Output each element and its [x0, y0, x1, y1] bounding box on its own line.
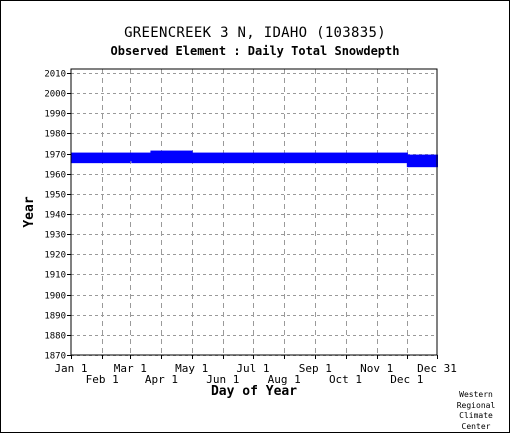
x-tick-label: Oct 1 [329, 373, 362, 386]
credit-block: Western Regional Climate Center [448, 390, 504, 432]
chart-title: GREENCREEK 3 N, IDAHO (103835) [124, 25, 386, 41]
x-tick-label: Feb 1 [86, 373, 119, 386]
x-tick-label: Jul 1 [236, 362, 269, 375]
data-point-row [406, 162, 439, 166]
y-tick-label: 2010 [44, 70, 66, 80]
y-tick-label: 1980 [44, 130, 66, 140]
data-point-row [406, 164, 439, 168]
axis-ticks: 1870 1880 1890 1900 1910 1920 1930 1940 1950 1960… [44, 70, 457, 387]
credit-line: Center [461, 421, 491, 431]
credit-line: Regional [456, 400, 496, 410]
y-tick-label: 1870 [44, 352, 66, 362]
y-tick-label: 1950 [44, 191, 66, 201]
y-tick-label: 1960 [44, 171, 66, 181]
y-tick-label: 1970 [44, 151, 66, 161]
y-axis-label: Year [22, 196, 37, 227]
y-tick-label: 1880 [44, 332, 66, 342]
x-axis-label: Day of Year [211, 384, 297, 399]
data-point-row [71, 154, 439, 158]
y-tick-label: 1900 [44, 292, 66, 302]
data-point-row [71, 156, 439, 160]
chart-subtitle: Observed Element : Daily Total Snowdepth [110, 44, 400, 58]
credit-line: Climate [459, 411, 493, 420]
credit-line: Western [459, 390, 493, 399]
data-marks [71, 150, 439, 168]
y-tick-label: 1940 [44, 211, 66, 221]
x-tick-label: Aug 1 [268, 373, 301, 386]
x-tick-label: May 1 [175, 362, 208, 375]
data-point-row [131, 160, 439, 164]
y-tick-label: 1990 [44, 110, 66, 120]
x-tick-label: Apr 1 [145, 373, 178, 386]
x-tick-label: Sep 1 [299, 362, 332, 375]
data-point-row [71, 158, 439, 162]
y-tick-label: 1930 [44, 231, 66, 241]
data-point-row [71, 152, 408, 156]
x-tick-label: Dec 1 [390, 373, 423, 386]
x-tick-label: Dec 31 [417, 362, 457, 375]
y-tick-label: 1920 [44, 251, 66, 261]
x-tick-label: Jan 1 [54, 362, 87, 375]
data-point-row [71, 160, 131, 164]
y-tick-label: 1910 [44, 271, 66, 281]
y-tick-label: 2000 [44, 90, 66, 100]
data-point-row [150, 150, 193, 154]
x-tick-label: Nov 1 [360, 362, 393, 375]
grid-lines [71, 69, 437, 356]
y-tick-label: 1890 [44, 312, 66, 322]
x-tick-label: Jun 1 [206, 373, 239, 386]
x-tick-label: Mar 1 [114, 362, 147, 375]
